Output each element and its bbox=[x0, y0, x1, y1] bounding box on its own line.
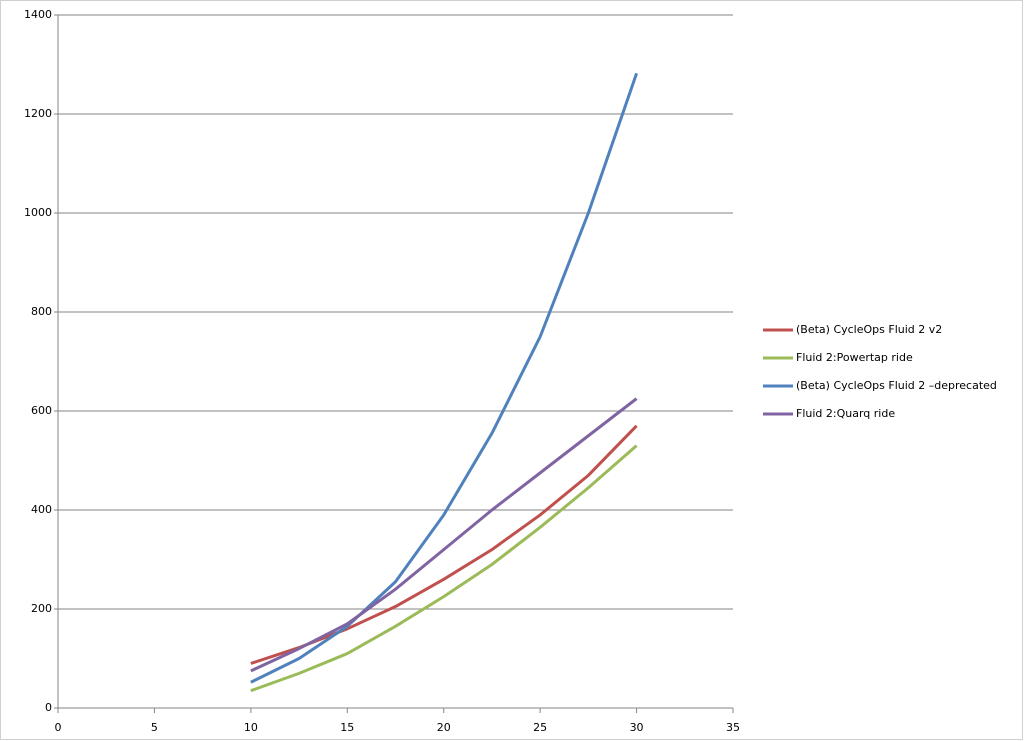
y-tick-label: 0 bbox=[45, 701, 52, 714]
legend-label: Fluid 2:Powertap ride bbox=[796, 351, 913, 364]
y-tick-label: 200 bbox=[31, 602, 52, 615]
x-tick-label: 10 bbox=[244, 721, 258, 734]
x-tick-label: 35 bbox=[726, 721, 740, 734]
x-tick-label: 20 bbox=[437, 721, 451, 734]
series-line bbox=[250, 397, 638, 673]
y-tick-label: 1200 bbox=[24, 107, 52, 120]
series-line bbox=[250, 444, 638, 693]
y-tick-label: 600 bbox=[31, 404, 52, 417]
legend-label: (Beta) CycleOps Fluid 2 v2 bbox=[796, 323, 942, 336]
y-tick-label: 1000 bbox=[24, 206, 52, 219]
y-tick-label: 400 bbox=[31, 503, 52, 516]
x-tick-label: 0 bbox=[55, 721, 62, 734]
x-tick-label: 5 bbox=[151, 721, 158, 734]
series-line bbox=[250, 72, 638, 684]
x-tick-label: 30 bbox=[630, 721, 644, 734]
legend-label: (Beta) CycleOps Fluid 2 –deprecated bbox=[796, 379, 997, 392]
x-tick-label: 15 bbox=[340, 721, 354, 734]
legend-label: Fluid 2:Quarq ride bbox=[796, 407, 895, 420]
y-tick-label: 800 bbox=[31, 305, 52, 318]
x-tick-label: 25 bbox=[533, 721, 547, 734]
y-tick-label: 1400 bbox=[24, 8, 52, 21]
